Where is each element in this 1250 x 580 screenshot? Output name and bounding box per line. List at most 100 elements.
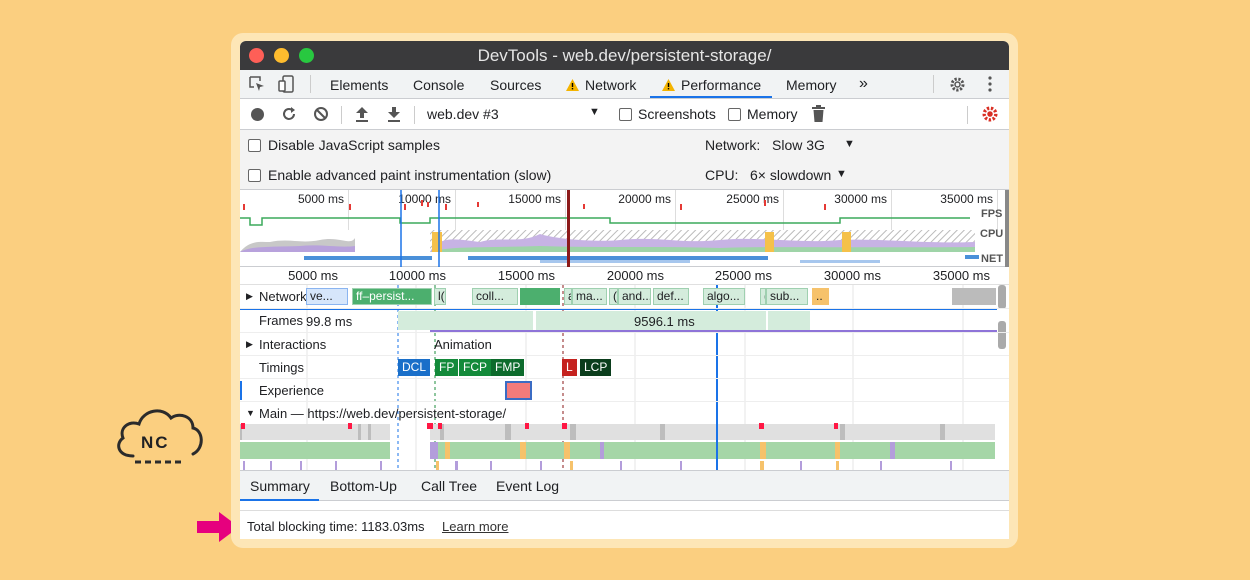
network-request[interactable] (520, 288, 560, 305)
expand-arrow-icon[interactable]: ▶ (246, 339, 253, 349)
load-marker[interactable]: L (562, 359, 577, 376)
nc-cloud-logo: NC (113, 406, 205, 466)
network-request[interactable]: ( (760, 288, 766, 305)
performance-toolbar: web.dev #3 ▼ Screenshots Memory (240, 99, 1009, 130)
fmp-marker[interactable]: FMP (491, 359, 525, 376)
tab-console[interactable]: Console (413, 77, 465, 93)
trash-icon[interactable] (812, 105, 825, 125)
network-request[interactable]: algo... (703, 288, 745, 305)
overview-tick-line (675, 190, 676, 230)
overview-tick-label: 30000 ms (834, 192, 887, 206)
tab-summary[interactable]: Summary (250, 478, 310, 494)
tab-performance[interactable]: Performance (681, 77, 762, 93)
frames-top-line (240, 309, 997, 310)
chevron-down-icon[interactable]: ▼ (844, 138, 855, 150)
fp-marker[interactable]: FP (435, 359, 459, 376)
network-request[interactable]: .. (812, 288, 829, 305)
upload-icon[interactable] (355, 106, 369, 125)
cpu-throttle-select[interactable]: 6× slowdown (750, 167, 832, 183)
disable-js-checkbox[interactable] (248, 139, 261, 152)
capture-settings-gear-icon[interactable] (981, 105, 999, 126)
clear-icon[interactable] (313, 106, 329, 125)
expand-arrow-icon[interactable]: ▶ (246, 291, 253, 301)
learn-more-link[interactable]: Learn more (442, 519, 509, 534)
network-request[interactable]: ma... (572, 288, 607, 305)
network-throttle-select[interactable]: Slow 3G (772, 137, 825, 153)
tab-divider (310, 75, 311, 93)
experience-track[interactable]: Experience (240, 379, 1009, 402)
record-icon[interactable] (251, 108, 264, 121)
network-request[interactable]: coll... (472, 288, 518, 305)
more-options-icon[interactable] (988, 76, 992, 95)
network-request[interactable]: sub... (766, 288, 808, 305)
network-request[interactable]: def... (653, 288, 689, 305)
tab-elements[interactable]: Elements (330, 77, 389, 93)
frame-block[interactable] (768, 311, 810, 330)
download-icon[interactable] (387, 106, 401, 125)
tab-memory[interactable]: Memory (786, 77, 837, 93)
minimize-window-button[interactable] (274, 48, 289, 63)
disable-js-label: Disable JavaScript samples (268, 137, 440, 153)
chevron-down-icon[interactable]: ▼ (836, 168, 847, 180)
device-toolbar-icon[interactable] (278, 75, 294, 96)
interactions-track[interactable]: ▶ Interactions Animation (240, 333, 1009, 356)
timeline-tick-label: 30000 ms (823, 268, 881, 283)
dcl-marker[interactable]: DCL (398, 359, 431, 376)
timeline-tracks[interactable]: ▶ Network ve... ff–persist... l( coll...… (240, 285, 1009, 471)
overview-tick-line (891, 190, 892, 230)
overview-tick-line (997, 190, 998, 230)
frame-duration[interactable]: 9596.1 ms (634, 314, 695, 329)
animation-label[interactable]: Animation (434, 337, 492, 352)
main-thread-flame-chart[interactable] (240, 423, 997, 471)
network-request[interactable]: ff–persist... (352, 288, 432, 305)
timeline-ticks: 5000 ms 10000 ms 15000 ms 20000 ms 25000 ms 3… (240, 267, 1009, 285)
network-request[interactable]: l( (434, 288, 446, 305)
network-request[interactable] (952, 288, 996, 305)
overview-tick-line (348, 190, 349, 230)
frame-block[interactable] (398, 311, 533, 330)
timeline-tick-label: 20000 ms (606, 268, 664, 283)
network-request[interactable]: ( (609, 288, 618, 305)
overview-tick-label: 20000 ms (618, 192, 671, 206)
chevron-down-icon[interactable]: ▼ (589, 106, 600, 118)
collapse-arrow-icon[interactable]: ▼ (246, 408, 255, 418)
toolbar-divider (341, 106, 342, 124)
tab-bottom-up[interactable]: Bottom-Up (330, 478, 397, 494)
tab-sources[interactable]: Sources (490, 77, 542, 93)
network-request[interactable]: and... (618, 288, 651, 305)
timings-track[interactable]: Timings DCL FP FCP FMP L LCP (240, 356, 1009, 379)
memory-checkbox[interactable] (728, 108, 741, 121)
tab-network[interactable]: Network (585, 77, 637, 93)
settings-gear-icon[interactable] (949, 76, 966, 96)
timeline-overview[interactable]: 5000 ms 10000 ms 15000 ms 20000 ms 25000 ms 3… (240, 190, 1009, 267)
frames-track[interactable]: Frames 99.8 ms 9596.1 ms (240, 309, 1009, 333)
paint-instrumentation-checkbox[interactable] (248, 169, 261, 182)
maximize-window-button[interactable] (299, 48, 314, 63)
screenshots-checkbox[interactable] (619, 108, 632, 121)
fcp-marker[interactable]: FCP (459, 359, 491, 376)
network-request[interactable]: ve... (306, 288, 348, 305)
animation-bar (430, 330, 997, 332)
timeline-tick-label: 15000 ms (497, 268, 555, 283)
interactions-track-label: Interactions (259, 337, 327, 352)
network-request[interactable]: a (564, 288, 572, 305)
overview-tick-label: 35000 ms (940, 192, 993, 206)
frame-block[interactable] (536, 311, 766, 330)
network-track[interactable]: ▶ Network ve... ff–persist... l( coll...… (240, 285, 1009, 309)
main-thread-header[interactable]: ▼ Main — https://web.dev/persistent-stor… (240, 402, 1009, 424)
network-throttle-label: Network: (705, 137, 761, 153)
tab-call-tree[interactable]: Call Tree (421, 478, 478, 494)
more-tabs-button[interactable]: » (859, 75, 868, 92)
close-window-button[interactable] (249, 48, 264, 63)
tab-event-log[interactable]: Event Log (496, 478, 560, 494)
layout-shift-block[interactable] (505, 381, 532, 400)
reload-icon[interactable] (281, 106, 297, 125)
logo-text: NC (141, 433, 170, 452)
profile-select[interactable]: web.dev #3 (427, 106, 499, 122)
toolbar-divider (967, 106, 968, 124)
overview-tick-label: 5000 ms (297, 192, 344, 206)
lcp-marker[interactable]: LCP (580, 359, 612, 376)
experience-left-bar (240, 381, 242, 400)
inspect-element-icon[interactable] (249, 76, 265, 95)
frame-duration[interactable]: 99.8 ms (306, 314, 353, 329)
